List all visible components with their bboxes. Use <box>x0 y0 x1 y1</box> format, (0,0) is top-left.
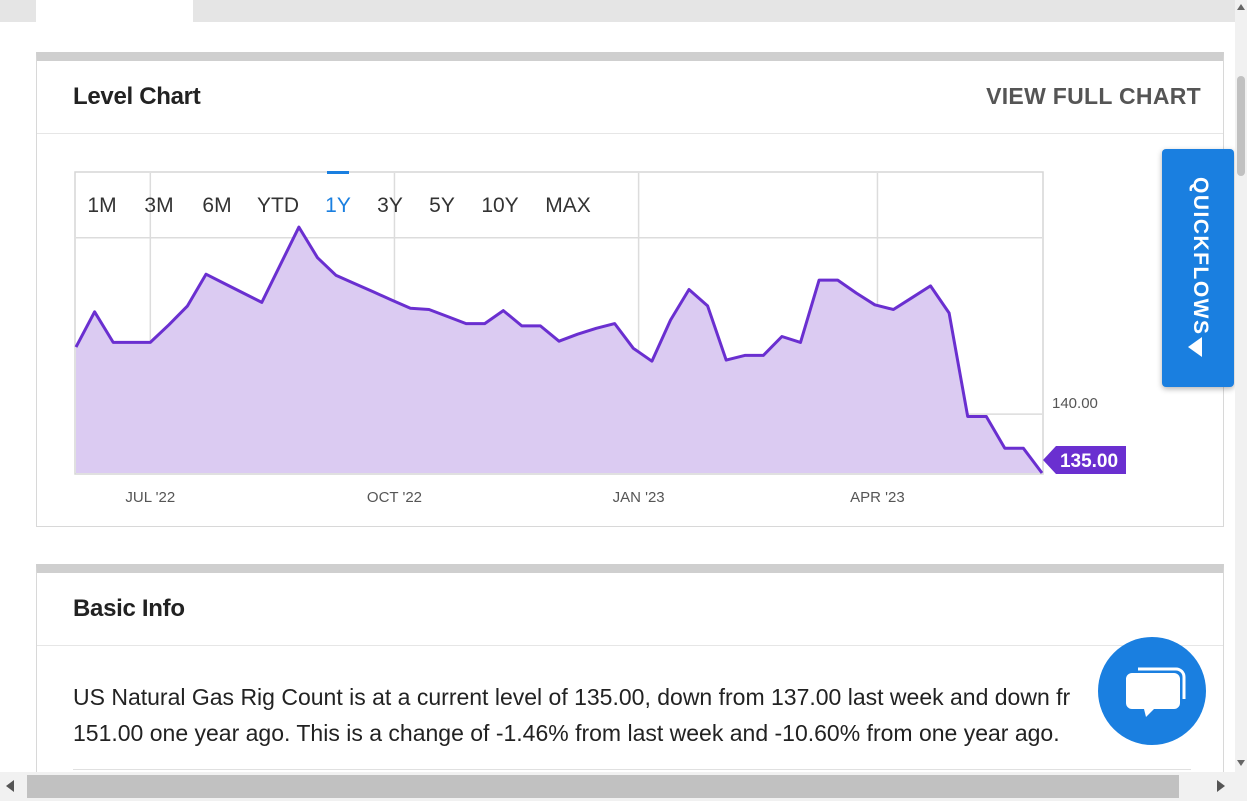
y-tick-label: 140.00 <box>1052 395 1098 412</box>
top-tab-bar <box>0 0 1235 22</box>
x-tick-label: APR '23 <box>850 489 905 506</box>
x-axis-ticks: JUL '22 OCT '22 JAN '23 APR '23 <box>125 489 904 506</box>
range-button-3y[interactable]: 3Y <box>377 194 403 217</box>
scroll-left-icon[interactable] <box>6 780 14 792</box>
basic-info-text: US Natural Gas Rig Count is at a current… <box>73 679 1163 751</box>
quickflows-label: QUICKFLOWS <box>1189 177 1212 336</box>
level-chart-title: Level Chart <box>73 83 201 110</box>
basic-info-line-2: 151.00 one year ago. This is a change of… <box>73 720 1060 746</box>
quickflows-tab[interactable]: QUICKFLOWS <box>1162 149 1234 387</box>
top-tab-active[interactable] <box>36 0 193 22</box>
basic-info-header: Basic Info <box>37 573 1223 646</box>
vertical-scrollbar[interactable] <box>1235 0 1247 772</box>
level-chart-header: Level Chart VIEW FULL CHART <box>37 61 1223 134</box>
bottom-edge <box>0 801 1247 807</box>
x-tick-label: JUL '22 <box>125 489 175 506</box>
x-tick-label: JAN '23 <box>613 489 665 506</box>
basic-info-card: Basic Info US Natural Gas Rig Count is a… <box>36 564 1224 794</box>
x-tick-label: OCT '22 <box>367 489 422 506</box>
view-full-chart-link[interactable]: VIEW FULL CHART <box>986 83 1201 109</box>
chat-bubble-icon <box>1126 667 1186 717</box>
current-value-label: 135.00 <box>1060 451 1118 472</box>
horizontal-scroll-thumb[interactable] <box>27 775 1179 798</box>
scroll-right-icon[interactable] <box>1217 780 1225 792</box>
basic-info-title: Basic Info <box>73 595 185 622</box>
vertical-scroll-thumb[interactable] <box>1237 76 1245 176</box>
range-button-10y[interactable]: 10Y <box>481 194 518 217</box>
scroll-up-icon[interactable] <box>1237 4 1245 10</box>
chat-button[interactable] <box>1098 637 1206 745</box>
basic-info-line-1: US Natural Gas Rig Count is at a current… <box>73 684 1071 710</box>
range-button-5y[interactable]: 5Y <box>429 194 455 217</box>
range-buttons: 1M 3M 6M YTD 1Y 3Y 5Y 10Y MAX <box>87 194 590 217</box>
range-button-ytd[interactable]: YTD <box>257 194 299 217</box>
range-button-1y[interactable]: 1Y <box>325 194 351 217</box>
range-button-max[interactable]: MAX <box>545 194 591 217</box>
divider <box>73 769 1191 770</box>
range-button-6m[interactable]: 6M <box>202 194 231 217</box>
scroll-down-icon[interactable] <box>1237 760 1245 766</box>
range-button-3m[interactable]: 3M <box>144 194 173 217</box>
y-axis-ticks: 140.00 <box>1052 395 1098 412</box>
current-value-tag <box>1043 446 1126 474</box>
level-chart-plot[interactable]: 1M 3M 6M YTD 1Y 3Y 5Y 10Y MAX JUL '22 OCT '22 JAN … <box>0 0 1235 530</box>
horizontal-scrollbar[interactable] <box>0 772 1247 801</box>
arrow-left-icon <box>1188 337 1202 357</box>
range-button-1m[interactable]: 1M <box>87 194 116 217</box>
area-fill <box>76 227 1042 473</box>
series-line <box>74 225 1044 474</box>
